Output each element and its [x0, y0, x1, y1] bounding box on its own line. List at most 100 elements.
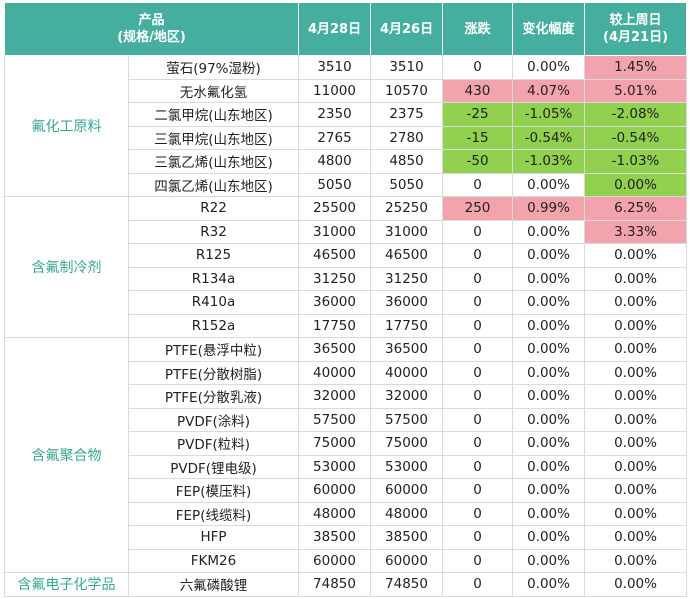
- change-cell: 0: [442, 454, 514, 479]
- date2-cell: 48000: [370, 501, 444, 526]
- date2-cell: 57500: [370, 407, 444, 432]
- date2-cell: 31000: [370, 219, 444, 244]
- product-cell: PVDF(粒料): [127, 431, 300, 456]
- date2-cell: 4850: [370, 149, 444, 174]
- header-date2: 4月26日: [370, 2, 444, 56]
- table-row: HFP 38500 38500 0 0.00% 0.00%: [5, 525, 688, 550]
- pct-cell: 0.00%: [512, 407, 586, 432]
- date1-cell: 2350: [298, 102, 372, 127]
- table-row: PTFE(分散树脂) 40000 40000 0 0.00% 0.00%: [5, 360, 688, 385]
- date2-cell: 60000: [370, 548, 444, 573]
- week-cell: 0.00%: [584, 478, 688, 503]
- week-cell: 0.00%: [584, 243, 688, 268]
- date1-cell: 11000: [298, 78, 372, 103]
- change-cell: 0: [442, 290, 514, 315]
- date1-cell: 25500: [298, 196, 372, 221]
- date1-cell: 3510: [298, 55, 372, 80]
- pct-cell: 0.00%: [512, 337, 586, 362]
- product-cell: PVDF(涂料): [127, 407, 300, 432]
- date2-cell: 53000: [370, 454, 444, 479]
- week-cell: -1.03%: [584, 149, 688, 174]
- date2-cell: 32000: [370, 384, 444, 409]
- date2-cell: 17750: [370, 313, 444, 338]
- week-cell: 0.00%: [584, 266, 688, 291]
- table-row: R134a 31250 31250 0 0.00% 0.00%: [5, 266, 688, 291]
- date2-cell: 75000: [370, 431, 444, 456]
- pct-cell: 0.00%: [512, 313, 586, 338]
- category-cell: 含氟制冷剂: [4, 196, 129, 338]
- product-cell: 无水氟化氢: [127, 78, 300, 103]
- table-row: 氟化工原料 萤石(97%湿粉) 3510 3510 0 0.00% 1.45%: [4, 55, 688, 197]
- product-cell: R22: [127, 196, 300, 221]
- table-row: PVDF(粒料) 75000 75000 0 0.00% 0.00%: [5, 431, 688, 456]
- table-row: PVDF(锂电级) 53000 53000 0 0.00% 0.00%: [5, 454, 688, 479]
- table-row: 含氟聚合物 PTFE(悬浮中粒) 36500 36500 0 0.00% 0.00%: [4, 337, 688, 573]
- product-cell: PTFE(分散乳液): [127, 384, 300, 409]
- product-cell: R32: [127, 219, 300, 244]
- change-cell: 0: [442, 431, 514, 456]
- pct-cell: -1.03%: [512, 149, 586, 174]
- pct-cell: 0.00%: [512, 55, 586, 80]
- change-cell: 0: [442, 407, 514, 432]
- table-row: 含氟制冷剂 R22 25500 25250 250 0.99% 6.25%: [4, 196, 688, 338]
- pct-cell: 0.00%: [512, 548, 586, 573]
- change-cell: -25: [442, 102, 514, 127]
- week-cell: 0.00%: [584, 337, 688, 362]
- week-cell: 3.33%: [584, 219, 688, 244]
- table-row: R152a 17750 17750 0 0.00% 0.00%: [5, 313, 688, 338]
- header-pct: 变化幅度: [512, 2, 586, 56]
- product-cell: 二氯甲烷(山东地区): [127, 102, 300, 127]
- pct-cell: 0.00%: [512, 454, 586, 479]
- week-cell: -0.54%: [584, 125, 688, 150]
- date1-cell: 31000: [298, 219, 372, 244]
- change-cell: 0: [442, 337, 514, 362]
- header-text: 产品: [138, 13, 165, 28]
- date1-cell: 75000: [298, 431, 372, 456]
- week-cell: 0.00%: [584, 290, 688, 315]
- week-cell: 0.00%: [584, 454, 688, 479]
- week-cell: 0.00%: [584, 548, 688, 573]
- week-cell: 0.00%: [584, 525, 688, 550]
- date1-cell: 17750: [298, 313, 372, 338]
- product-cell: FEP(模压料): [127, 478, 300, 503]
- date1-cell: 46500: [298, 243, 372, 268]
- pct-cell: 0.00%: [512, 384, 586, 409]
- date2-cell: 31250: [370, 266, 444, 291]
- change-cell: 0: [442, 525, 514, 550]
- pct-cell: 0.00%: [512, 431, 586, 456]
- change-cell: -15: [442, 125, 514, 150]
- product-cell: PTFE(分散树脂): [127, 360, 300, 385]
- date1-cell: 38500: [298, 525, 372, 550]
- product-cell: R410a: [127, 290, 300, 315]
- week-cell: 0.00%: [584, 360, 688, 385]
- table-row: 含氟电子化学品 六氟磷酸锂 74850 74850 0 0.00% 0.00%: [4, 572, 688, 597]
- product-cell: FEP(线缆料): [127, 501, 300, 526]
- change-cell: 0: [442, 360, 514, 385]
- table-row: R410a 36000 36000 0 0.00% 0.00%: [5, 290, 688, 315]
- pct-cell: 0.00%: [512, 172, 586, 197]
- pct-cell: 0.00%: [512, 478, 586, 503]
- date2-cell: 2375: [370, 102, 444, 127]
- pct-cell: 0.00%: [512, 219, 586, 244]
- header-row: 产品 (规格/地区) 4月28日 4月26日 涨跌 变化幅度 较上周日 (4月21日…: [3, 2, 688, 56]
- price-table: 产品 (规格/地区) 4月28日 4月26日 涨跌 变化幅度 较上周日 (4月21日…: [3, 2, 688, 597]
- date2-cell: 10570: [370, 78, 444, 103]
- product-cell: FKM26: [127, 548, 300, 573]
- change-cell: 0: [442, 172, 514, 197]
- category-cell: 氟化工原料: [4, 55, 129, 197]
- change-cell: 0: [442, 243, 514, 268]
- week-cell: 1.45%: [584, 55, 688, 80]
- table-row: 二氯甲烷(山东地区) 2350 2375 -25 -1.05% -2.08%: [5, 102, 688, 127]
- date1-cell: 36000: [298, 290, 372, 315]
- date1-cell: 32000: [298, 384, 372, 409]
- date1-cell: 74850: [298, 572, 372, 597]
- table-row: PVDF(涂料) 57500 57500 0 0.00% 0.00%: [5, 407, 688, 432]
- date1-cell: 60000: [298, 548, 372, 573]
- product-cell: 三氯甲烷(山东地区): [127, 125, 300, 150]
- date1-cell: 57500: [298, 407, 372, 432]
- change-cell: 0: [442, 384, 514, 409]
- product-cell: R125: [127, 243, 300, 268]
- date2-cell: 36000: [370, 290, 444, 315]
- product-cell: 四氯乙烯(山东地区): [127, 172, 300, 197]
